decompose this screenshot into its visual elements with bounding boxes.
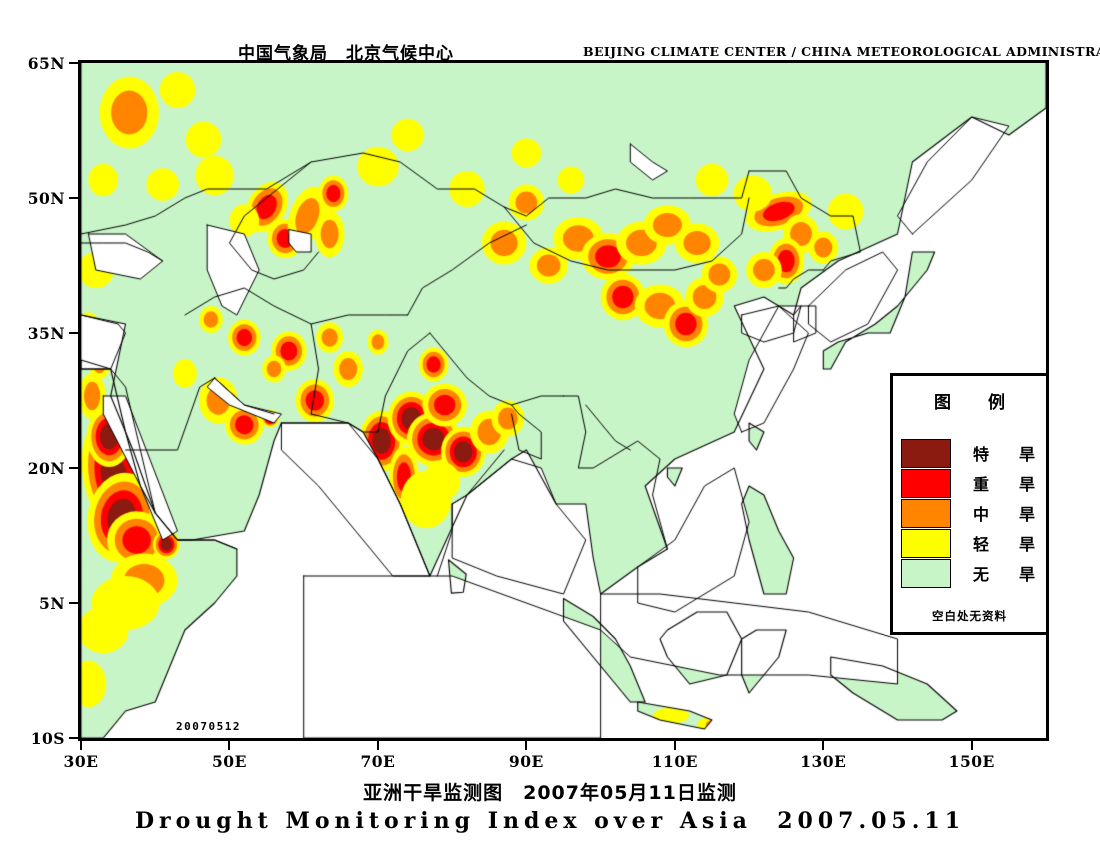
x-axis-tick (673, 741, 676, 750)
x-axis-label: 150E (948, 752, 995, 771)
legend-item: 轻 旱 (901, 528, 1042, 558)
y-axis-tick (69, 602, 78, 604)
legend-label: 轻 旱 (973, 535, 1043, 554)
x-axis-tick (80, 741, 82, 750)
x-axis-label: 30E (63, 752, 99, 771)
legend-label: 中 旱 (973, 505, 1043, 524)
legend-rows: 特 旱重 旱中 旱轻 旱无 旱 (901, 438, 1042, 588)
legend-label: 特 旱 (973, 445, 1043, 464)
x-axis-label: 130E (800, 752, 847, 771)
legend-item: 特 旱 (901, 438, 1042, 468)
y-axis-tick (69, 467, 78, 469)
legend-item: 重 旱 (901, 468, 1042, 498)
y-axis-label: 5N (39, 594, 65, 613)
legend-title: 图 例 (934, 393, 1015, 413)
legend-box: 图 例 特 旱重 旱中 旱轻 旱无 旱 空白处无资料 (890, 373, 1049, 635)
y-axis-tick (69, 62, 78, 64)
legend-label: 重 旱 (973, 475, 1043, 494)
map-timestamp-stamp: 20070512 (176, 720, 241, 733)
y-axis-label: 65N (27, 54, 65, 73)
legend-swatch (901, 438, 951, 468)
x-axis-tick (822, 741, 825, 750)
drought-map-canvas[interactable] (81, 63, 1046, 738)
y-axis-label: 35N (27, 324, 65, 343)
x-axis-tick (970, 741, 973, 750)
legend-swatch (901, 528, 951, 558)
y-axis-tick (69, 197, 78, 199)
legend-swatch (901, 558, 951, 588)
legend-swatch (901, 498, 951, 528)
x-axis-label: 70E (360, 752, 396, 771)
legend-label: 无 旱 (973, 565, 1043, 584)
agency-name-cn: 中国气象局 北京气候中心 (238, 44, 454, 64)
legend-item: 中 旱 (901, 498, 1042, 528)
x-axis-label: 90E (508, 752, 544, 771)
map-frame (78, 60, 1049, 741)
agency-name-en: BEIJING CLIMATE CENTER / CHINA METEOROLO… (583, 44, 1100, 59)
chart-title-en: Drought Monitoring Index over Asia 2007.… (134, 808, 966, 834)
x-axis-label: 50E (212, 752, 247, 771)
y-axis-label: 50N (27, 189, 65, 208)
x-axis-label: 110E (651, 752, 698, 771)
legend-item: 无 旱 (901, 558, 1042, 588)
x-axis-tick (376, 741, 379, 750)
x-axis-tick (525, 741, 528, 750)
y-axis-tick (69, 332, 78, 334)
chart-title-cn: 亚洲干旱监测图 2007年05月11日监测 (363, 782, 737, 804)
x-axis-tick (228, 741, 231, 750)
y-axis-tick (69, 737, 78, 739)
y-axis-label: 10S (30, 729, 65, 748)
legend-nodata-note: 空白处无资料 (932, 609, 1007, 623)
legend-swatch (901, 468, 951, 498)
y-axis-label: 20N (27, 459, 65, 478)
